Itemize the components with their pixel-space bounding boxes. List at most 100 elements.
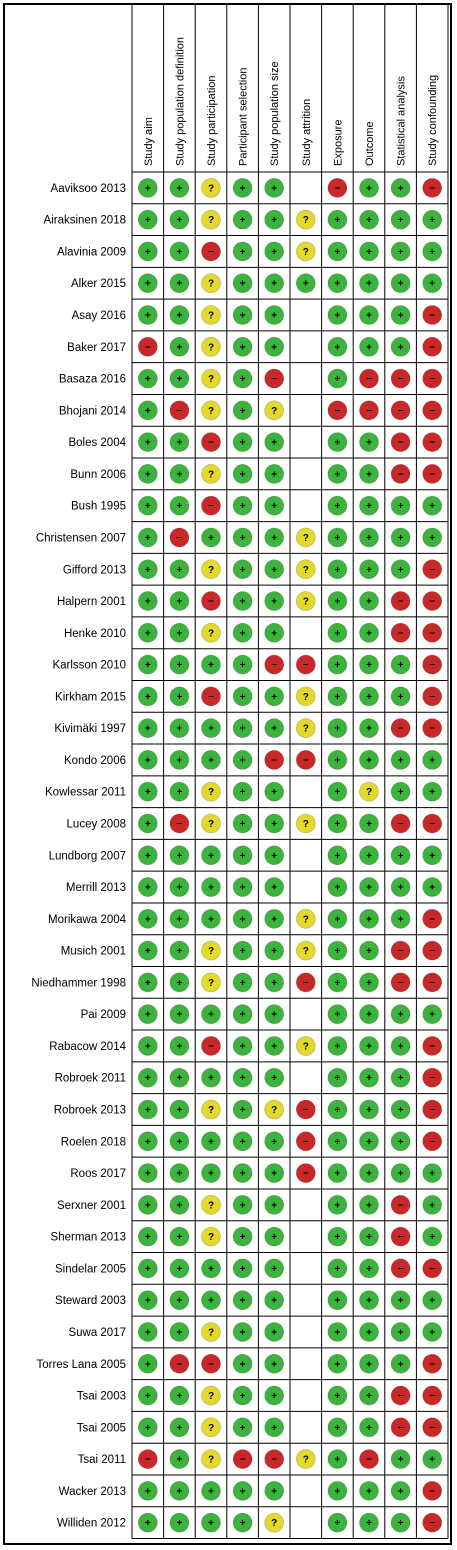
rating-mark-low-risk-boles-2004-participant-selection xyxy=(232,432,253,452)
rating-symbol-low-risk: + xyxy=(429,501,435,512)
rating-mark-low-risk-gifford-2013-study-population-definition xyxy=(169,559,190,580)
rating-mark-low-risk-wacker-2013-study-population-definition xyxy=(169,1481,190,1501)
rating-symbol-high-risk: – xyxy=(271,659,277,670)
row-label-baker-2017: Baker 2017 xyxy=(67,342,126,354)
rating-mark-low-risk-robroek-2013-outcome xyxy=(359,1099,379,1120)
rating-mark-low-risk-rabacow-2014-study-population-definition xyxy=(169,1036,190,1056)
rating-symbol-low-risk: + xyxy=(366,183,372,194)
rating-symbol-unclear-risk: ? xyxy=(208,819,214,830)
rating-symbol-unclear-risk: ? xyxy=(208,565,214,576)
rating-mark-low-risk-sindelar-2005-study-aim xyxy=(138,1258,158,1279)
rating-mark-low-risk-merrill-2013-participant-selection xyxy=(232,877,253,897)
row-label-kowlessar-2011: Kowlessar 2011 xyxy=(45,787,126,799)
rating-symbol-low-risk: + xyxy=(366,342,372,353)
rating-mark-low-risk-morikawa-2004-exposure xyxy=(327,909,348,929)
rating-mark-unclear-risk-rabacow-2014-study-attrition xyxy=(295,1036,316,1056)
rating-mark-low-risk-robroek-2011-exposure xyxy=(327,1067,348,1088)
rating-symbol-unclear-risk: ? xyxy=(208,279,214,290)
row-label-sherman-2013: Sherman 2013 xyxy=(51,1232,126,1244)
rating-symbol-low-risk: + xyxy=(334,1010,340,1021)
column-header-study-attrition: Study attrition xyxy=(301,99,313,166)
rating-mark-low-risk-steward-2003-participant-selection xyxy=(232,1290,253,1310)
rating-mark-unclear-risk-gifford-2013-study-participation xyxy=(201,559,221,580)
rating-symbol-unclear-risk: ? xyxy=(303,1455,309,1466)
rating-symbol-low-risk: + xyxy=(271,692,277,703)
rating-mark-unclear-risk-tsai-2011-study-attrition xyxy=(295,1449,316,1469)
rating-symbol-high-risk: – xyxy=(398,723,404,734)
rating-mark-low-risk-lucey-2008-exposure xyxy=(327,813,348,834)
row-label-robroek-2011: Robroek 2011 xyxy=(55,1073,126,1085)
rating-symbol-low-risk: + xyxy=(334,1359,340,1370)
rating-symbol-low-risk: + xyxy=(334,1232,340,1243)
rating-symbol-low-risk: + xyxy=(398,311,404,322)
rating-mark-low-risk-rabacow-2014-study-aim xyxy=(138,1036,158,1056)
rating-mark-low-risk-morikawa-2004-study-population-definition xyxy=(169,909,190,929)
row-label-tsai-2003: Tsai 2003 xyxy=(77,1391,126,1403)
rating-symbol-low-risk: + xyxy=(271,1232,277,1243)
rating-symbol-low-risk: + xyxy=(176,597,182,608)
row-label-wacker-2013: Wacker 2013 xyxy=(59,1486,126,1498)
rating-mark-low-risk-alavinia-2009-study-aim xyxy=(138,241,158,262)
rating-symbol-unclear-risk: ? xyxy=(208,469,214,480)
rating-mark-low-risk-alker-2015-exposure xyxy=(327,273,348,294)
rating-symbol-low-risk: + xyxy=(366,501,372,512)
rating-mark-low-risk-roos-2017-study-participation xyxy=(201,1163,221,1183)
rating-mark-unclear-risk-aaviksoo-2013-study-participation xyxy=(201,178,221,198)
rating-symbol-low-risk: + xyxy=(366,1486,372,1497)
rating-mark-low-risk-roelen-2018-statistical-analysis xyxy=(390,1131,411,1152)
rating-mark-low-risk-merrill-2013-study-confounding xyxy=(422,877,443,897)
rating-mark-low-risk-torres-lana-2005-participant-selection xyxy=(232,1353,253,1374)
rating-symbol-low-risk: + xyxy=(145,279,151,290)
rating-mark-high-risk-musich-2001-study-confounding xyxy=(422,940,443,961)
rating-mark-high-risk-tsai-2005-statistical-analysis xyxy=(390,1417,411,1438)
rating-symbol-low-risk: + xyxy=(429,1010,435,1021)
rating-mark-unclear-risk-asay-2016-study-participation xyxy=(201,305,221,325)
rating-symbol-low-risk: + xyxy=(208,660,214,671)
rating-mark-low-risk-tsai-2011-statistical-analysis xyxy=(390,1449,411,1469)
rating-symbol-low-risk: + xyxy=(366,1327,372,1338)
rating-mark-low-risk-roelen-2018-exposure xyxy=(327,1131,348,1152)
rating-symbol-low-risk: + xyxy=(271,1423,277,1434)
rating-symbol-high-risk: – xyxy=(398,468,404,479)
rating-symbol-low-risk: + xyxy=(398,1105,404,1116)
rating-symbol-low-risk: + xyxy=(145,851,151,862)
rating-mark-high-risk-baker-2017-study-confounding xyxy=(422,336,443,357)
rating-mark-high-risk-bhojani-2014-statistical-analysis xyxy=(390,400,411,421)
rating-symbol-unclear-risk: ? xyxy=(303,215,309,226)
rating-symbol-low-risk: + xyxy=(334,1169,340,1180)
rating-symbol-low-risk: + xyxy=(208,1518,214,1529)
rating-symbol-low-risk: + xyxy=(271,533,277,544)
rating-mark-low-risk-serxner-2001-outcome xyxy=(359,1195,379,1215)
rating-mark-low-risk-christensen-2007-outcome xyxy=(359,527,379,548)
rating-symbol-low-risk: + xyxy=(208,1073,214,1084)
rating-symbol-high-risk: – xyxy=(398,977,404,988)
rating-mark-high-risk-karlsson-2010-study-confounding xyxy=(422,654,443,675)
rating-symbol-high-risk: – xyxy=(208,500,214,511)
rating-mark-low-risk-lucey-2008-participant-selection xyxy=(232,813,253,834)
rating-mark-low-risk-christensen-2007-study-aim xyxy=(138,527,158,548)
rating-mark-high-risk-gifford-2013-study-confounding xyxy=(422,559,443,580)
column-header-study-aim: Study aim xyxy=(143,117,155,166)
rating-mark-low-risk-tsai-2005-study-population-size xyxy=(264,1417,285,1438)
rating-mark-high-risk-kirkham-2015-study-participation xyxy=(201,686,221,707)
rating-mark-low-risk-lundborg-2007-exposure xyxy=(327,845,348,866)
rating-mark-low-risk-bunn-2006-exposure xyxy=(327,464,348,484)
rating-symbol-unclear-risk: ? xyxy=(271,1105,277,1116)
rating-mark-high-risk-sindelar-2005-study-confounding xyxy=(422,1258,443,1279)
rating-mark-low-risk-airaksinen-2018-study-population-size xyxy=(264,209,285,230)
rating-symbol-high-risk: – xyxy=(429,913,435,924)
rating-mark-low-risk-rabacow-2014-participant-selection xyxy=(232,1036,253,1056)
rating-symbol-unclear-risk: ? xyxy=(303,692,309,703)
rating-mark-unclear-risk-halpern-2001-study-attrition xyxy=(295,591,316,611)
rating-mark-low-risk-airaksinen-2018-participant-selection xyxy=(232,209,253,230)
rating-mark-low-risk-kondo-2006-study-confounding xyxy=(422,750,443,770)
rating-mark-high-risk-robroek-2011-study-confounding xyxy=(422,1067,443,1088)
rating-mark-low-risk-sherman-2013-study-population-definition xyxy=(169,1226,190,1247)
rating-symbol-low-risk: + xyxy=(176,851,182,862)
column-header-study-confounding: Study confounding xyxy=(427,75,439,166)
rating-symbol-high-risk: – xyxy=(429,437,435,448)
rating-mark-low-risk-serxner-2001-study-aim xyxy=(138,1195,158,1215)
rating-symbol-high-risk: – xyxy=(271,1454,277,1465)
rating-symbol-low-risk: + xyxy=(429,215,435,226)
rating-symbol-low-risk: + xyxy=(176,1200,182,1211)
